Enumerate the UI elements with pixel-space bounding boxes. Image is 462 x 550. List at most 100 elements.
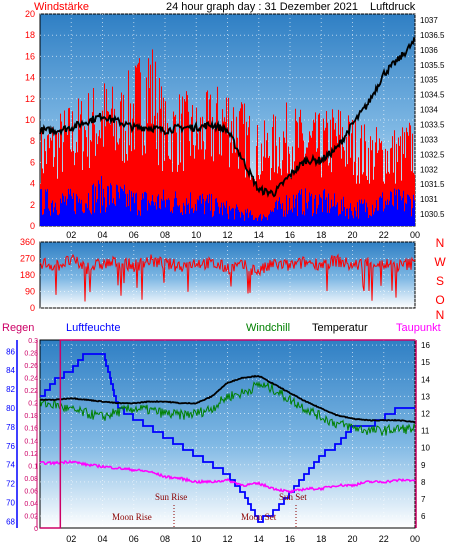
x-tick-label: 20 [347, 534, 357, 544]
x-tick-label: 12 [222, 230, 232, 240]
x-ticks-1: 02 04 06 08 10 12 14 16 18 20 22 00 [66, 230, 420, 240]
rain-tick-label: 0.02 [24, 513, 38, 520]
rain-tick-label: 0.04 [24, 501, 38, 508]
wind-pressure-panel: 24 hour graph day : 31 Dezember 2021 Win… [25, 1, 445, 240]
x-tick-label: 12 [222, 534, 232, 544]
pressure-tick-label: 1031.5 [420, 180, 445, 189]
wind-tick-label: 2 [30, 200, 35, 210]
x-tick-label: 18 [316, 534, 326, 544]
wind-tick-label: 20 [25, 9, 35, 19]
compass-letter: O [435, 293, 444, 307]
wind-tick-label: 4 [30, 179, 35, 189]
rain-tick-label: 0.2 [28, 401, 38, 408]
rain-tick-label: 0.3 [28, 338, 38, 345]
humidity-line [40, 353, 415, 523]
humidity-tick-label: 72 [6, 480, 15, 489]
label-windchill: Windchill [246, 322, 290, 334]
x-tick-label: 14 [254, 534, 264, 544]
humidity-ticks: 68 70 72 74 76 78 80 82 84 86 [6, 347, 15, 526]
rain-tick-label: 0.08 [24, 476, 38, 483]
compass-letter: N [436, 308, 445, 322]
direction-tick-label: 90 [25, 287, 35, 297]
x-tick-label: 06 [129, 534, 139, 544]
moon-set-label: Moon Set [241, 512, 277, 522]
temperature-tick-label: 8 [421, 478, 426, 487]
rain-tick-label: 0.14 [24, 438, 38, 445]
temperature-tick-label: 6 [421, 512, 426, 521]
pressure-tick-label: 1032 [420, 165, 438, 174]
pressure-tick-label: 1034 [420, 106, 438, 115]
x-tick-label: 00 [410, 230, 420, 240]
pressure-tick-label: 1036.5 [420, 31, 445, 40]
temperature-tick-label: 10 [421, 444, 430, 453]
temperature-ticks: 6 7 8 9 10 11 12 13 14 15 16 [421, 341, 430, 521]
wind-tick-label: 14 [25, 73, 35, 83]
direction-tick-label: 0 [30, 303, 35, 313]
humidity-tick-label: 80 [6, 404, 15, 413]
humidity-tick-label: 74 [6, 461, 15, 470]
x-tick-label: 16 [285, 230, 295, 240]
pressure-tick-label: 1032.5 [420, 150, 445, 159]
chart-title: 24 hour graph day : 31 Dezember 2021 [166, 1, 358, 13]
x-tick-label: 04 [97, 230, 107, 240]
rain-tick-label: 0.18 [24, 413, 38, 420]
wind-mean-series [40, 175, 415, 226]
rain-tick-label: 0.06 [24, 488, 38, 495]
wind-tick-label: 10 [25, 115, 35, 125]
humidity-tick-label: 86 [6, 347, 15, 356]
pressure-tick-label: 1031 [420, 195, 438, 204]
sun-rise-label: Sun Rise [155, 492, 187, 502]
x-tick-label: 16 [285, 534, 295, 544]
pressure-axis-label: Luftdruck [370, 1, 416, 13]
label-regen: Regen [2, 322, 34, 334]
wind-ticks: 0 2 4 6 8 10 12 14 16 18 20 [25, 9, 35, 231]
label-taupunkt: Taupunkt [396, 322, 441, 334]
x-tick-label: 04 [97, 534, 107, 544]
sun-set-label: Sun Set [279, 492, 307, 502]
wind-tick-label: 18 [25, 30, 35, 40]
x-tick-label: 22 [379, 534, 389, 544]
pressure-tick-label: 1033 [420, 135, 438, 144]
temperature-tick-label: 9 [421, 461, 426, 470]
humidity-tick-label: 82 [6, 385, 15, 394]
wind-direction-line [39, 253, 416, 302]
temperature-line [39, 374, 416, 424]
x-tick-label: 06 [129, 230, 139, 240]
rain-tick-label: 0.1 [28, 463, 38, 470]
rain-tick-label: 0.12 [24, 451, 38, 458]
wind-axis-label: Windstärke [34, 1, 89, 13]
pressure-tick-label: 1033.5 [420, 120, 445, 129]
temperature-series-group [39, 339, 416, 529]
direction-ticks: 0 90 180 270 360 [20, 237, 35, 313]
rain-tick-label: 0.28 [24, 351, 38, 358]
temperature-tick-label: 12 [421, 409, 430, 418]
temperature-tick-label: 7 [421, 495, 426, 504]
x-tick-label: 10 [191, 230, 201, 240]
wind-tick-label: 0 [30, 221, 35, 231]
grid-2 [40, 241, 416, 309]
x-ticks-3: 02 04 06 08 10 12 14 16 18 20 22 00 [66, 534, 420, 544]
label-luftfeuchte: Luftfeuchte [66, 322, 120, 334]
humidity-tick-label: 70 [6, 498, 15, 507]
x-tick-label: 02 [66, 230, 76, 240]
direction-tick-label: 360 [20, 237, 35, 247]
rain-line [40, 339, 415, 529]
pressure-tick-label: 1030.5 [420, 210, 445, 219]
pressure-tick-label: 1036 [420, 46, 438, 55]
rain-ticks: 0 0.02 0.04 0.06 0.08 0.1 0.12 0.14 0.16 0.18 0.2 0… [24, 338, 38, 533]
compass-letter: N [436, 236, 445, 250]
x-tick-label: 10 [191, 534, 201, 544]
temperature-tick-label: 16 [421, 341, 430, 350]
x-tick-label: 18 [316, 230, 326, 240]
x-tick-label: 14 [254, 230, 264, 240]
windchill-line [39, 380, 416, 436]
dewpoint-line [39, 459, 416, 495]
pressure-tick-label: 1035 [420, 76, 438, 85]
direction-tick-label: 270 [20, 254, 35, 264]
humidity-tick-label: 84 [6, 366, 15, 375]
rain-tick-label: 0 [34, 526, 38, 533]
wind-tick-label: 8 [30, 136, 35, 146]
